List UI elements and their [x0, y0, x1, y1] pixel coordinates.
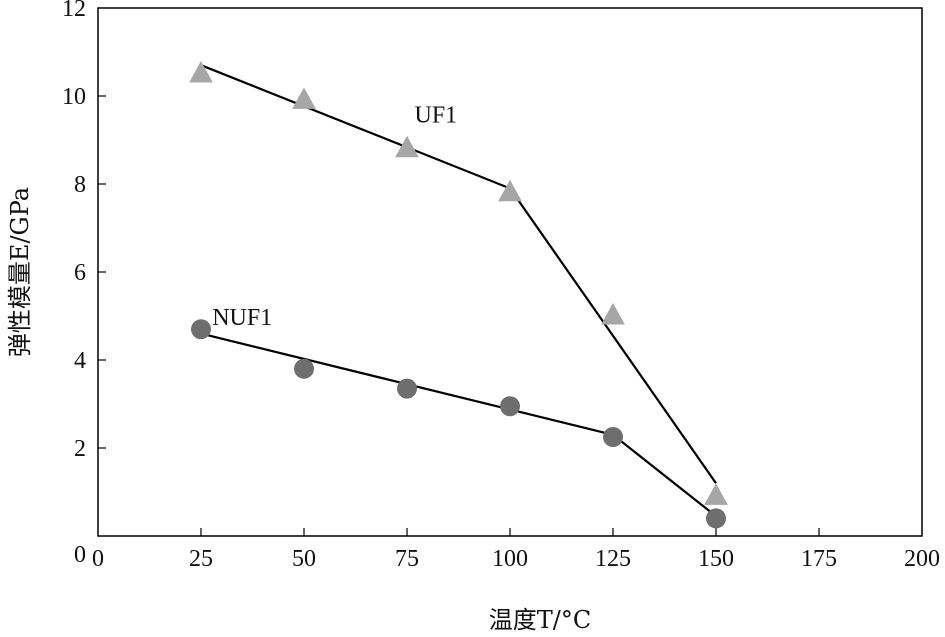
- plot-frame: [97, 7, 923, 537]
- x-tick-label: 175: [801, 546, 837, 572]
- y-tick-label: 12: [62, 0, 86, 22]
- nuf1-circle-marker: [500, 396, 520, 417]
- series-label-nuf1: NUF1: [212, 305, 272, 331]
- x-tick-label: 100: [492, 546, 528, 572]
- x-tick-label: 75: [395, 546, 419, 572]
- axis-ticks: 0 25 50 75 100 125 150 175 200 0 2 4 6 8 10 12: [62, 0, 940, 572]
- nuf1-circle-marker: [603, 427, 623, 447]
- x-tick-label: 0: [92, 546, 104, 572]
- uf1-triangle-marker: [704, 483, 728, 505]
- x-tick-label: 200: [904, 546, 940, 572]
- fit-lines: [200, 64, 717, 518]
- y-tick-label: 0: [74, 542, 86, 568]
- uf1-triangle-marker: [292, 87, 316, 109]
- y-tick-label: 6: [74, 260, 86, 286]
- fit-line-uf1: [200, 64, 511, 190]
- series-label-uf1: UF1: [414, 102, 457, 128]
- uf1-triangle-marker: [395, 135, 419, 158]
- x-tick-label: 150: [698, 546, 734, 572]
- fit-line-nuf1: [612, 433, 717, 518]
- nuf1-circle-marker: [191, 319, 211, 340]
- nuf1-circle-marker: [706, 508, 726, 529]
- uf1-triangle-marker: [498, 179, 522, 202]
- y-tick-label: 8: [74, 172, 86, 198]
- fit-line-uf1: [509, 187, 717, 484]
- y-tick-label: 4: [74, 348, 86, 374]
- y-axis-title: 弹性模量E/GPa: [6, 187, 34, 357]
- nuf1-circle-marker: [294, 358, 314, 379]
- y-tick-label: 2: [74, 436, 86, 462]
- series-annotations: UF1 NUF1: [212, 102, 457, 330]
- x-tick-label: 25: [189, 546, 213, 572]
- nuf1-circle-marker: [397, 378, 417, 399]
- x-tick-label: 125: [595, 546, 631, 572]
- x-tick-label: 50: [292, 546, 316, 572]
- data-markers: [189, 60, 728, 529]
- y-tick-label: 10: [62, 84, 86, 110]
- uf1-triangle-marker: [601, 302, 625, 325]
- uf1-triangle-marker: [189, 60, 213, 83]
- x-axis-title: 温度T/°C: [489, 606, 591, 634]
